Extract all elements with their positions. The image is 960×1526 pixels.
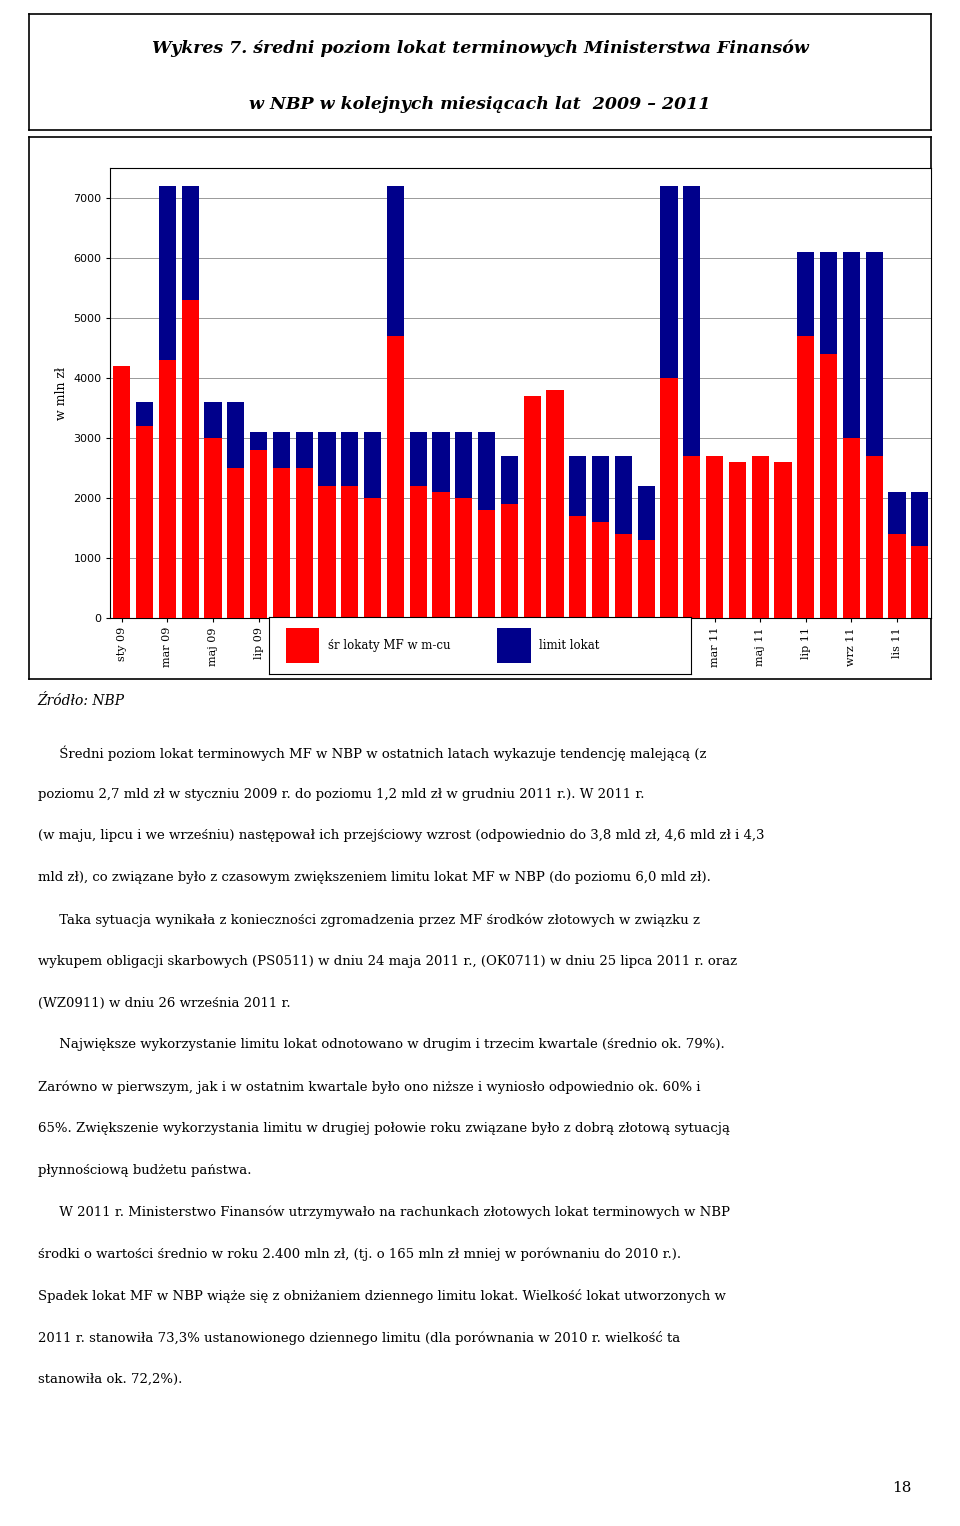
Bar bbox=[637, 540, 655, 618]
Bar bbox=[843, 438, 860, 618]
Bar bbox=[797, 336, 814, 618]
Bar bbox=[181, 186, 199, 618]
Bar bbox=[820, 354, 837, 618]
Bar bbox=[752, 456, 769, 618]
Bar bbox=[546, 391, 564, 618]
Bar bbox=[729, 462, 746, 618]
Text: limit lokat: limit lokat bbox=[540, 639, 599, 652]
Text: środki o wartości średnio w roku 2.400 mln zł, (tj. o 165 mln zł mniej w porówna: środki o wartości średnio w roku 2.400 m… bbox=[38, 1247, 682, 1260]
Bar bbox=[228, 468, 245, 618]
Bar bbox=[113, 401, 131, 618]
Text: 65%. Zwiększenie wykorzystania limitu w drugiej połowie roku związane było z dob: 65%. Zwiększenie wykorzystania limitu w … bbox=[38, 1122, 731, 1135]
Bar bbox=[614, 456, 632, 618]
Text: (w maju, lipcu i we wrześniu) następował ich przejściowy wzrost (odpowiednio do : (w maju, lipcu i we wrześniu) następował… bbox=[38, 830, 765, 842]
Bar bbox=[497, 629, 531, 662]
Bar bbox=[432, 432, 449, 618]
Bar bbox=[341, 485, 358, 618]
Bar bbox=[228, 401, 245, 618]
Bar bbox=[204, 401, 222, 618]
Bar bbox=[387, 186, 404, 618]
Bar bbox=[319, 432, 336, 618]
Bar bbox=[888, 491, 905, 618]
Text: (WZ0911) w dniu 26 września 2011 r.: (WZ0911) w dniu 26 września 2011 r. bbox=[38, 996, 291, 1010]
Bar bbox=[136, 401, 154, 618]
Bar bbox=[410, 485, 427, 618]
Text: Źródło: NBP: Źródło: NBP bbox=[37, 694, 125, 708]
Bar bbox=[410, 432, 427, 618]
Text: śr lokaty MF w m-cu: śr lokaty MF w m-cu bbox=[328, 639, 450, 652]
Bar bbox=[797, 252, 814, 618]
Text: Wykres 7. średni poziom lokat terminowych Ministerstwa Finansów: Wykres 7. średni poziom lokat terminowyc… bbox=[152, 40, 808, 58]
Bar bbox=[546, 456, 564, 618]
Bar bbox=[729, 462, 746, 618]
Bar bbox=[660, 378, 678, 618]
Bar bbox=[432, 491, 449, 618]
Bar bbox=[455, 497, 472, 618]
Bar bbox=[911, 546, 928, 618]
Text: wykupem obligacji skarbowych (PS0511) w dniu 24 maja 2011 r., (OK0711) w dniu 25: wykupem obligacji skarbowych (PS0511) w … bbox=[38, 955, 737, 967]
Bar bbox=[820, 252, 837, 618]
Bar bbox=[387, 336, 404, 618]
Bar bbox=[569, 456, 587, 618]
Bar bbox=[843, 252, 860, 618]
Text: w NBP w kolejnych miesiącach lat  2009 – 2011: w NBP w kolejnych miesiącach lat 2009 – … bbox=[250, 96, 710, 113]
Bar bbox=[706, 462, 723, 618]
Bar bbox=[569, 516, 587, 618]
Bar bbox=[158, 186, 176, 618]
Bar bbox=[364, 497, 381, 618]
Bar bbox=[752, 462, 769, 618]
Bar bbox=[250, 432, 267, 618]
Bar bbox=[775, 462, 792, 618]
Text: mld zł), co związane było z czasowym zwiększeniem limitu lokat MF w NBP (do pozi: mld zł), co związane było z czasowym zwi… bbox=[38, 871, 711, 884]
Bar bbox=[523, 395, 540, 618]
Text: Taka sytuacja wynikała z konieczności zgromadzenia przez MF środków złotowych w : Taka sytuacja wynikała z konieczności zg… bbox=[38, 913, 701, 926]
Bar bbox=[866, 456, 883, 618]
Bar bbox=[250, 450, 267, 618]
Bar bbox=[501, 456, 518, 618]
Bar bbox=[364, 432, 381, 618]
Text: W 2011 r. Ministerstwo Finansów utrzymywało na rachunkach złotowych lokat termin: W 2011 r. Ministerstwo Finansów utrzymyw… bbox=[38, 1206, 731, 1219]
Bar bbox=[911, 491, 928, 618]
Bar bbox=[136, 426, 154, 618]
Bar bbox=[592, 522, 610, 618]
Bar bbox=[888, 534, 905, 618]
Bar bbox=[181, 301, 199, 618]
Text: stanowiła ok. 72,2%).: stanowiła ok. 72,2%). bbox=[38, 1372, 182, 1386]
Bar bbox=[684, 456, 701, 618]
Bar bbox=[501, 504, 518, 618]
Text: Spadek lokat MF w NBP wiąże się z obniżaniem dziennego limitu lokat. Wielkość lo: Spadek lokat MF w NBP wiąże się z obniża… bbox=[38, 1289, 727, 1303]
Bar bbox=[660, 186, 678, 618]
Text: 18: 18 bbox=[893, 1480, 912, 1495]
Bar bbox=[286, 629, 320, 662]
Bar bbox=[158, 360, 176, 618]
Bar bbox=[592, 456, 610, 618]
Text: Zarówno w pierwszym, jak i w ostatnim kwartale było ono niższe i wyniosło odpowi: Zarówno w pierwszym, jak i w ostatnim kw… bbox=[38, 1080, 701, 1094]
Bar bbox=[637, 485, 655, 618]
Text: płynnościową budżetu państwa.: płynnościową budżetu państwa. bbox=[38, 1164, 252, 1177]
Bar bbox=[523, 432, 540, 618]
Bar bbox=[455, 432, 472, 618]
Bar bbox=[775, 462, 792, 618]
Text: 2011 r. stanowiła 73,3% ustanowionego dziennego limitu (dla porównania w 2010 r.: 2011 r. stanowiła 73,3% ustanowionego dz… bbox=[38, 1331, 681, 1344]
Bar bbox=[866, 252, 883, 618]
Bar bbox=[273, 468, 290, 618]
Text: poziomu 2,7 mld zł w styczniu 2009 r. do poziomu 1,2 mld zł w grudniu 2011 r.). : poziomu 2,7 mld zł w styczniu 2009 r. do… bbox=[38, 787, 645, 801]
Bar bbox=[706, 456, 723, 618]
Y-axis label: w mln zł: w mln zł bbox=[55, 366, 68, 420]
Bar bbox=[341, 432, 358, 618]
Bar bbox=[296, 468, 313, 618]
Bar bbox=[273, 432, 290, 618]
Text: Największe wykorzystanie limitu lokat odnotowano w drugim i trzecim kwartale (śr: Największe wykorzystanie limitu lokat od… bbox=[38, 1038, 725, 1051]
Text: Średni poziom lokat terminowych MF w NBP w ostatnich latach wykazuje tendencję m: Średni poziom lokat terminowych MF w NBP… bbox=[38, 746, 707, 761]
Bar bbox=[478, 432, 495, 618]
Bar bbox=[204, 438, 222, 618]
Bar bbox=[684, 186, 701, 618]
Bar bbox=[614, 534, 632, 618]
Bar bbox=[113, 366, 131, 618]
Bar bbox=[296, 432, 313, 618]
Bar bbox=[319, 485, 336, 618]
Bar bbox=[478, 510, 495, 618]
